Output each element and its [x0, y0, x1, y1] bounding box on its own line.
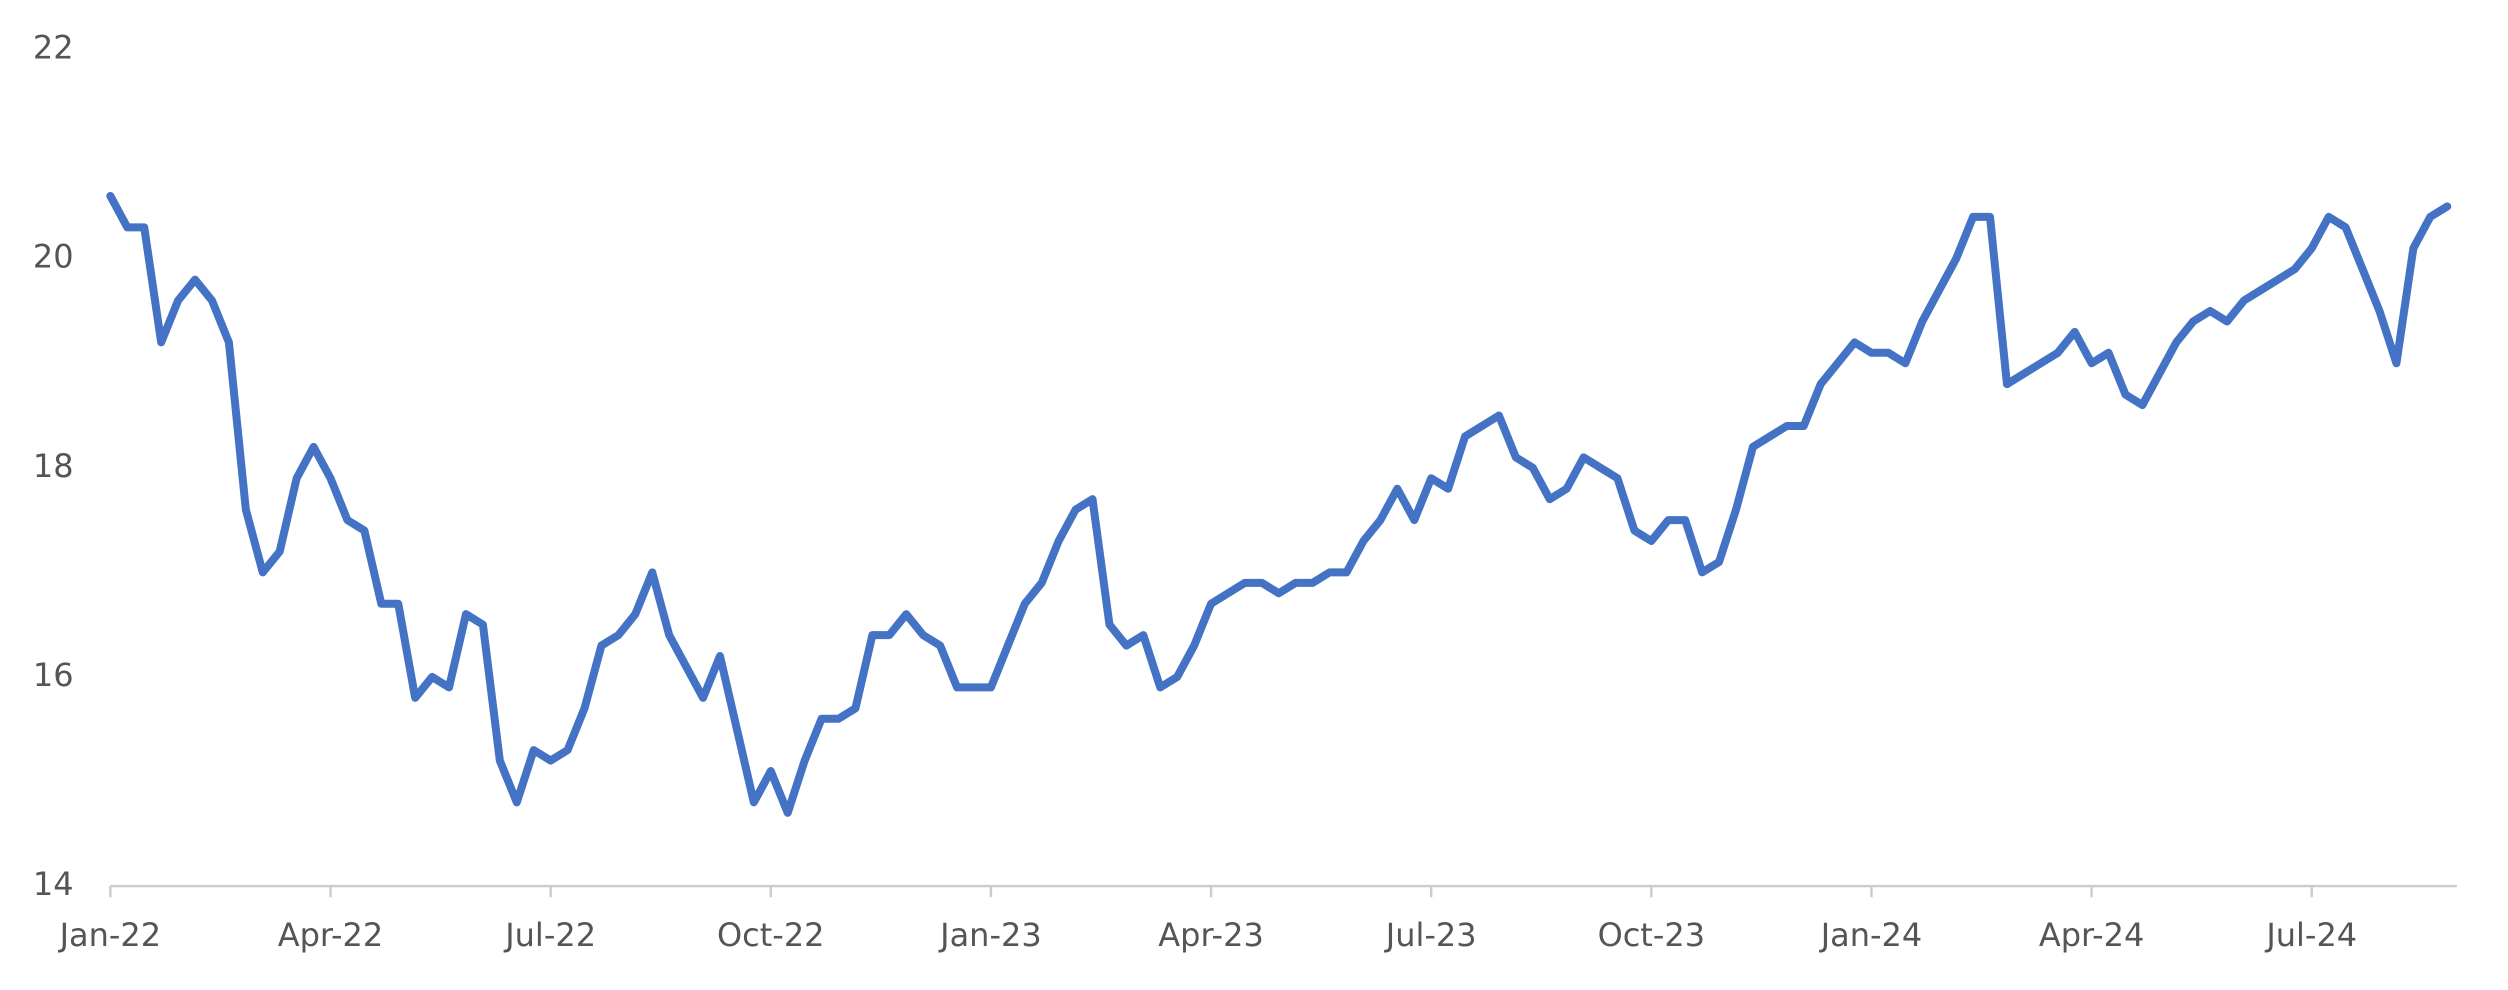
y-tick-label: 14	[33, 865, 74, 903]
data-line	[106, 191, 2452, 817]
y-tick-label: 16	[33, 656, 74, 694]
x-tick-label: Jan-24	[1819, 916, 1923, 954]
x-tick-label: Jan-23	[938, 916, 1042, 954]
x-tick-label: Oct-23	[1598, 916, 1706, 954]
x-tick-label: Apr-22	[278, 916, 383, 954]
x-tick-label: Jul-24	[2264, 916, 2357, 954]
x-tick-label: Jan-22	[58, 916, 162, 954]
x-tick-label: Jul-23	[1384, 916, 1477, 954]
y-tick-label: 22	[33, 29, 74, 67]
x-tick-label: Apr-23	[1158, 916, 1263, 954]
y-tick-label: 18	[33, 447, 74, 485]
y-tick-label: 20	[33, 238, 74, 276]
x-tick-label: Jul-22	[503, 916, 596, 954]
x-tick-label: Apr-24	[2039, 916, 2144, 954]
x-tick-label: Oct-22	[717, 916, 825, 954]
